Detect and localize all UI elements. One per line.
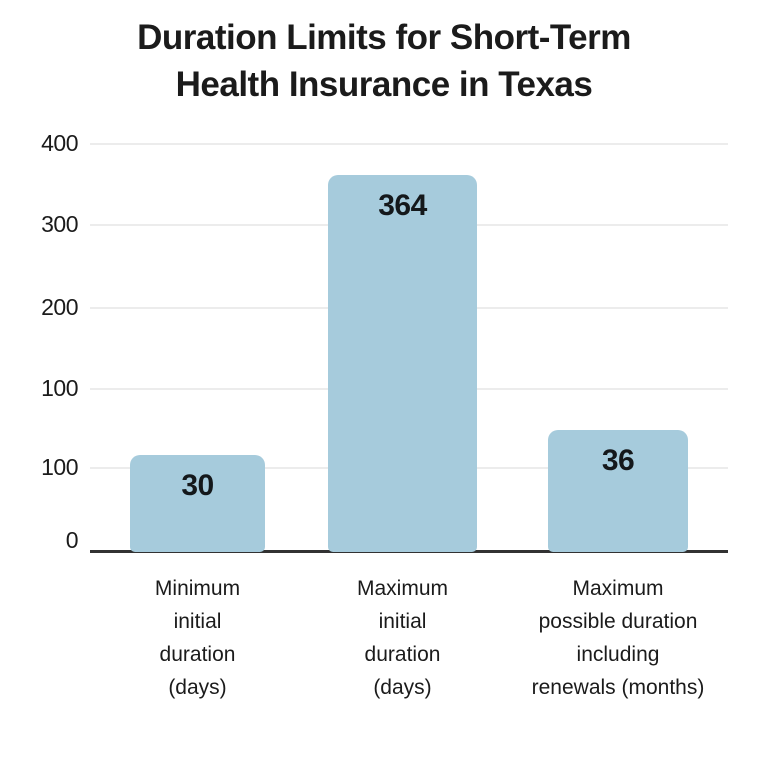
y-tick-label: 200 xyxy=(41,294,78,320)
y-tick-label: 400 xyxy=(41,130,78,156)
x-category-label-line: duration xyxy=(159,643,236,666)
y-tick-label: 0 xyxy=(65,527,79,553)
x-category-label: Maximum initial duration (days) xyxy=(273,572,533,704)
x-category-label-line: duration xyxy=(364,643,441,666)
x-category-label-line: Maximum xyxy=(356,577,448,600)
x-category-label-line: renewals (months) xyxy=(531,676,705,699)
chart-title: Duration Limits for Short-Term Health In… xyxy=(0,14,768,108)
x-category-label-line: (days) xyxy=(373,676,432,699)
y-tick-label: 300 xyxy=(41,211,78,237)
plot-area: 30 364 36 xyxy=(90,143,728,553)
x-category-label-line: Maximum xyxy=(572,577,664,600)
bar: 30 xyxy=(130,455,265,552)
x-category-label-line: including xyxy=(576,643,660,666)
x-category-label-line: (days) xyxy=(168,676,227,699)
x-category-label: Minimum initial duration (days) xyxy=(68,572,328,704)
chart-title-line1: Duration Limits for Short-Term xyxy=(137,18,631,57)
gridline xyxy=(90,143,728,145)
bar-value-label: 364 xyxy=(378,189,427,222)
x-category-label-line: possible duration xyxy=(538,610,698,633)
bar-value-label: 36 xyxy=(601,444,635,477)
x-category-label-line: Minimum xyxy=(154,577,241,600)
x-category-label-line: initial xyxy=(173,610,222,633)
bar: 36 xyxy=(548,430,688,552)
x-category-label: Maximum possible duration including renewal… xyxy=(488,572,748,704)
y-tick-label: 100 xyxy=(41,454,78,480)
x-category-label-line: initial xyxy=(378,610,427,633)
bar: 364 xyxy=(328,175,477,552)
chart-title-line2: Health Insurance in Texas xyxy=(175,65,593,104)
bar-value-label: 30 xyxy=(181,469,214,502)
y-tick-label: 100 xyxy=(41,375,78,401)
